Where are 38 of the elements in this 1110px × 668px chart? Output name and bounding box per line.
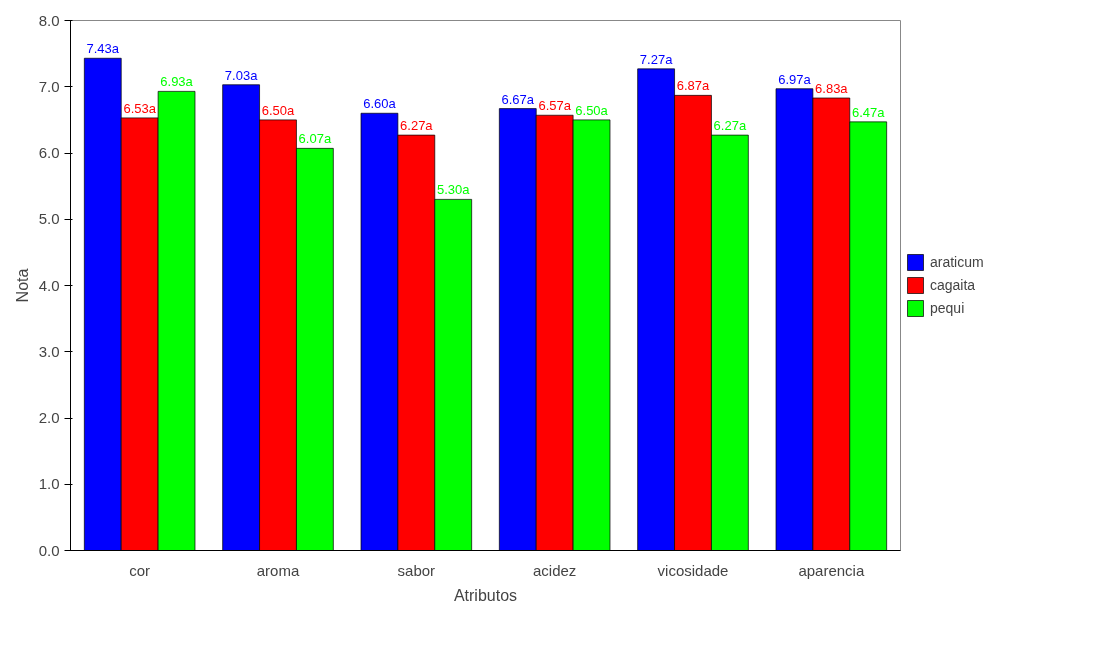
y-tick-label: 1.0: [38, 475, 60, 493]
data-label: 6.60a: [363, 96, 397, 112]
legend-label: cagaita: [930, 277, 977, 293]
data-label: 6.07a: [298, 131, 332, 147]
y-tick-label: 8.0: [38, 11, 60, 29]
data-label: 6.57a: [538, 98, 572, 114]
x-tick-label: aparencia: [798, 561, 865, 579]
y-tick-label: 6.0: [38, 144, 60, 161]
data-label: 6.27a: [400, 118, 434, 134]
data-label: 6.27a: [713, 118, 747, 134]
y-tick-label: 5.0: [38, 210, 60, 228]
y-axis-title: Nota: [13, 268, 31, 303]
y-tick-label: 4.0: [38, 276, 60, 294]
y-tick-label: 0.0: [38, 541, 60, 559]
data-label: 5.30a: [436, 182, 471, 198]
data-label: 7.27a: [639, 51, 674, 67]
y-tick-label: 7.0: [38, 77, 60, 95]
data-label: 6.47a: [851, 104, 886, 120]
x-tick-label: acidez: [532, 561, 577, 579]
x-tick-label: aroma: [256, 561, 300, 579]
legend-label: araticum: [930, 254, 985, 270]
data-label: 6.93a: [160, 74, 194, 90]
data-label: 7.03a: [224, 67, 259, 83]
data-label: 6.97a: [778, 71, 812, 87]
data-label: 6.50a: [575, 102, 609, 118]
data-label: 6.67a: [501, 91, 535, 107]
y-tick-label: 2.0: [38, 409, 60, 426]
x-axis-title: Atributos: [453, 586, 518, 604]
x-tick-label: cor: [129, 561, 151, 579]
data-label: 7.43a: [86, 41, 120, 57]
y-tick-label: 3.0: [38, 342, 60, 360]
x-tick-label: sabor: [397, 561, 436, 579]
data-label: 6.83a: [815, 81, 849, 97]
x-tick-label: vicosidade: [657, 561, 729, 579]
data-label: 6.87a: [676, 78, 711, 94]
data-label: 6.50a: [261, 102, 296, 118]
legend-label: pequi: [930, 300, 966, 316]
data-label: 6.53a: [123, 100, 157, 116]
